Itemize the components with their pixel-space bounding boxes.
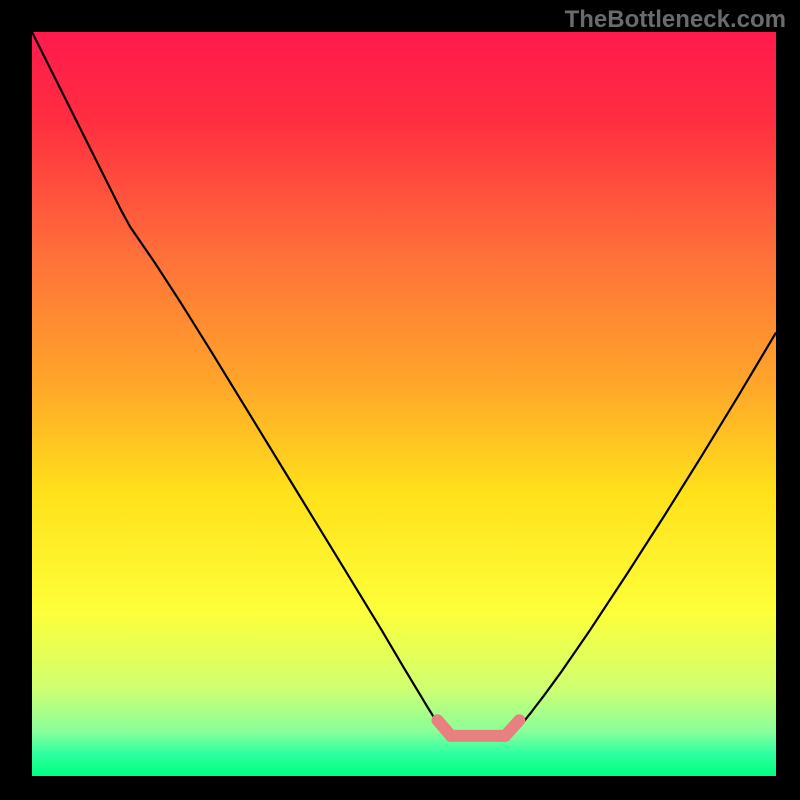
plot-svg xyxy=(32,32,776,776)
gradient-background xyxy=(32,32,776,776)
watermark-text: TheBottleneck.com xyxy=(565,6,786,34)
plot-area xyxy=(32,32,776,776)
